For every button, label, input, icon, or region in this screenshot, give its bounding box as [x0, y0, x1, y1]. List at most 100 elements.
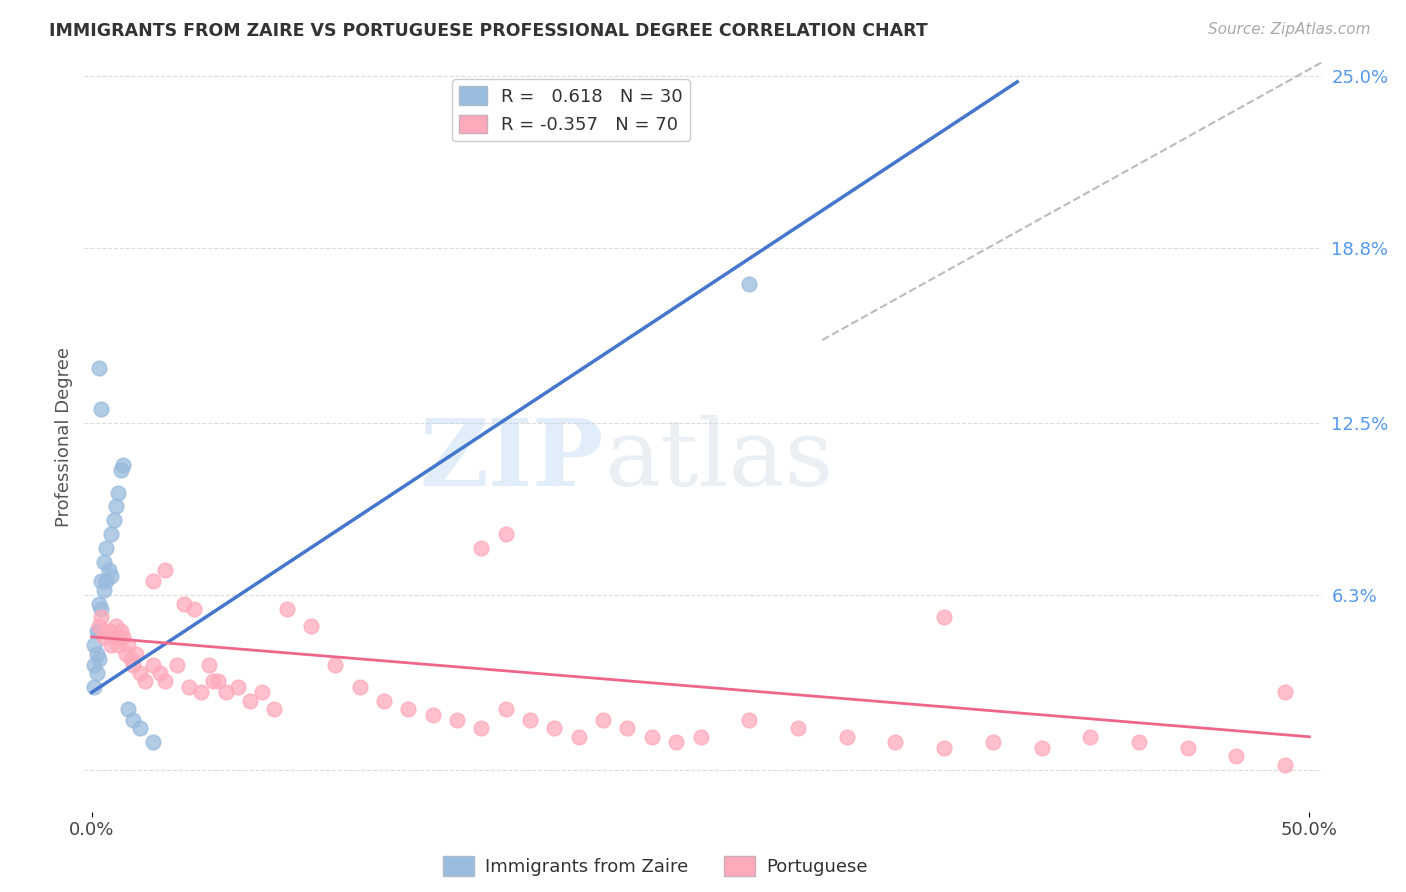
- Point: [226, 680, 249, 694]
- Y-axis label: Professional Degree: Professional Degree: [55, 347, 73, 527]
- Point: [129, 722, 152, 736]
- Point: [100, 527, 122, 541]
- Point: [122, 657, 145, 672]
- Point: [112, 458, 135, 472]
- Point: [787, 722, 810, 736]
- Point: [932, 740, 955, 755]
- Point: [105, 619, 128, 633]
- Point: [134, 674, 156, 689]
- Point: [981, 735, 1004, 749]
- Point: [323, 657, 346, 672]
- Point: [120, 652, 142, 666]
- Point: [299, 619, 322, 633]
- Point: [83, 657, 105, 672]
- Point: [110, 463, 132, 477]
- Point: [93, 630, 115, 644]
- Point: [103, 513, 125, 527]
- Point: [349, 680, 371, 694]
- Point: [110, 624, 132, 639]
- Point: [142, 657, 165, 672]
- Point: [239, 694, 262, 708]
- Point: [149, 665, 172, 680]
- Point: [117, 702, 139, 716]
- Point: [738, 713, 761, 727]
- Point: [86, 647, 108, 661]
- Point: [543, 722, 565, 736]
- Point: [87, 619, 110, 633]
- Point: [1225, 749, 1247, 764]
- Point: [177, 680, 200, 694]
- Point: [93, 555, 115, 569]
- Point: [96, 624, 118, 639]
- Point: [190, 685, 212, 699]
- Point: [153, 674, 176, 689]
- Point: [142, 574, 165, 589]
- Point: [396, 702, 419, 716]
- Point: [129, 665, 152, 680]
- Point: [153, 563, 176, 577]
- Point: [90, 402, 112, 417]
- Point: [117, 638, 139, 652]
- Point: [263, 702, 285, 716]
- Point: [665, 735, 688, 749]
- Point: [446, 713, 468, 727]
- Point: [87, 360, 110, 375]
- Point: [100, 638, 122, 652]
- Point: [112, 630, 135, 644]
- Point: [932, 610, 955, 624]
- Point: [87, 597, 110, 611]
- Point: [884, 735, 907, 749]
- Point: [114, 647, 136, 661]
- Point: [250, 685, 273, 699]
- Point: [422, 707, 444, 722]
- Point: [142, 735, 165, 749]
- Point: [173, 597, 195, 611]
- Point: [107, 638, 129, 652]
- Point: [835, 730, 858, 744]
- Point: [87, 624, 110, 639]
- Point: [87, 652, 110, 666]
- Text: IMMIGRANTS FROM ZAIRE VS PORTUGUESE PROFESSIONAL DEGREE CORRELATION CHART: IMMIGRANTS FROM ZAIRE VS PORTUGUESE PROF…: [49, 22, 928, 40]
- Point: [738, 277, 761, 292]
- Point: [373, 694, 395, 708]
- Point: [96, 574, 118, 589]
- Point: [616, 722, 638, 736]
- Point: [1177, 740, 1199, 755]
- Point: [97, 624, 120, 639]
- Point: [1274, 757, 1296, 772]
- Point: [96, 541, 118, 555]
- Point: [641, 730, 664, 744]
- Point: [689, 730, 711, 744]
- Point: [90, 574, 112, 589]
- Point: [83, 638, 105, 652]
- Text: Portuguese: Portuguese: [766, 858, 868, 876]
- Point: [495, 527, 517, 541]
- Point: [276, 602, 298, 616]
- Point: [90, 610, 112, 624]
- Point: [214, 685, 236, 699]
- Text: Immigrants from Zaire: Immigrants from Zaire: [485, 858, 689, 876]
- Text: atlas: atlas: [605, 415, 834, 505]
- Point: [105, 500, 128, 514]
- Point: [90, 602, 112, 616]
- Point: [83, 680, 105, 694]
- Point: [107, 485, 129, 500]
- Point: [519, 713, 541, 727]
- Point: [93, 582, 115, 597]
- Point: [495, 702, 517, 716]
- Legend: R =   0.618   N = 30, R = -0.357   N = 70: R = 0.618 N = 30, R = -0.357 N = 70: [453, 79, 690, 141]
- Point: [166, 657, 188, 672]
- Point: [1031, 740, 1053, 755]
- Point: [470, 722, 492, 736]
- Point: [207, 674, 229, 689]
- Point: [592, 713, 614, 727]
- Point: [1078, 730, 1101, 744]
- Point: [122, 713, 145, 727]
- Point: [124, 647, 146, 661]
- Text: Source: ZipAtlas.com: Source: ZipAtlas.com: [1208, 22, 1371, 37]
- Point: [1128, 735, 1150, 749]
- Point: [1274, 685, 1296, 699]
- Point: [202, 674, 225, 689]
- Point: [470, 541, 492, 555]
- Point: [568, 730, 591, 744]
